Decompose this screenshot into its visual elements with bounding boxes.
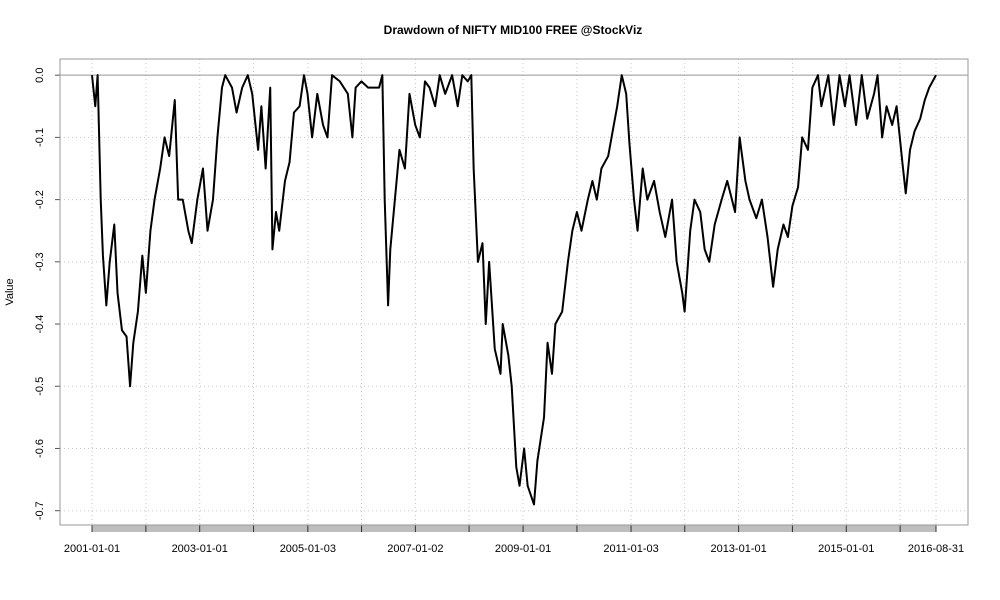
y-tick-label: -0.5 (34, 377, 46, 396)
x-tick-label: 2001-01-01 (64, 543, 120, 555)
x-tick-label: 2005-01-03 (280, 543, 336, 555)
y-tick-label: -0.2 (34, 190, 46, 209)
y-tick-label: 0.0 (34, 68, 46, 83)
x-tick-label: 2016-08-31 (908, 543, 964, 555)
time-band (92, 525, 936, 532)
x-tick-label: 2013-01-01 (710, 543, 766, 555)
series-line (91, 74, 937, 506)
x-tick-label: 2011-01-03 (603, 543, 658, 555)
x-tick-label: 2007-01-02 (387, 543, 443, 555)
y-tick-label: -0.3 (34, 252, 46, 271)
y-tick-label: -0.1 (34, 128, 46, 147)
x-tick-label: 2015-01-01 (818, 543, 874, 555)
chart-title: Drawdown of NIFTY MID100 FREE @StockViz (384, 23, 643, 37)
y-tick-label: -0.6 (34, 439, 46, 458)
x-tick-label: 2009-01-01 (495, 543, 551, 555)
y-tick-label: -0.4 (34, 315, 46, 334)
y-tick-label: -0.7 (34, 501, 46, 520)
y-axis-label: Value (4, 278, 16, 305)
x-tick-label: 2003-01-01 (172, 543, 228, 555)
plot-border (59, 58, 969, 526)
